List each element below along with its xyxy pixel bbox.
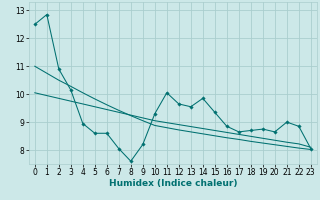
X-axis label: Humidex (Indice chaleur): Humidex (Indice chaleur) — [108, 179, 237, 188]
